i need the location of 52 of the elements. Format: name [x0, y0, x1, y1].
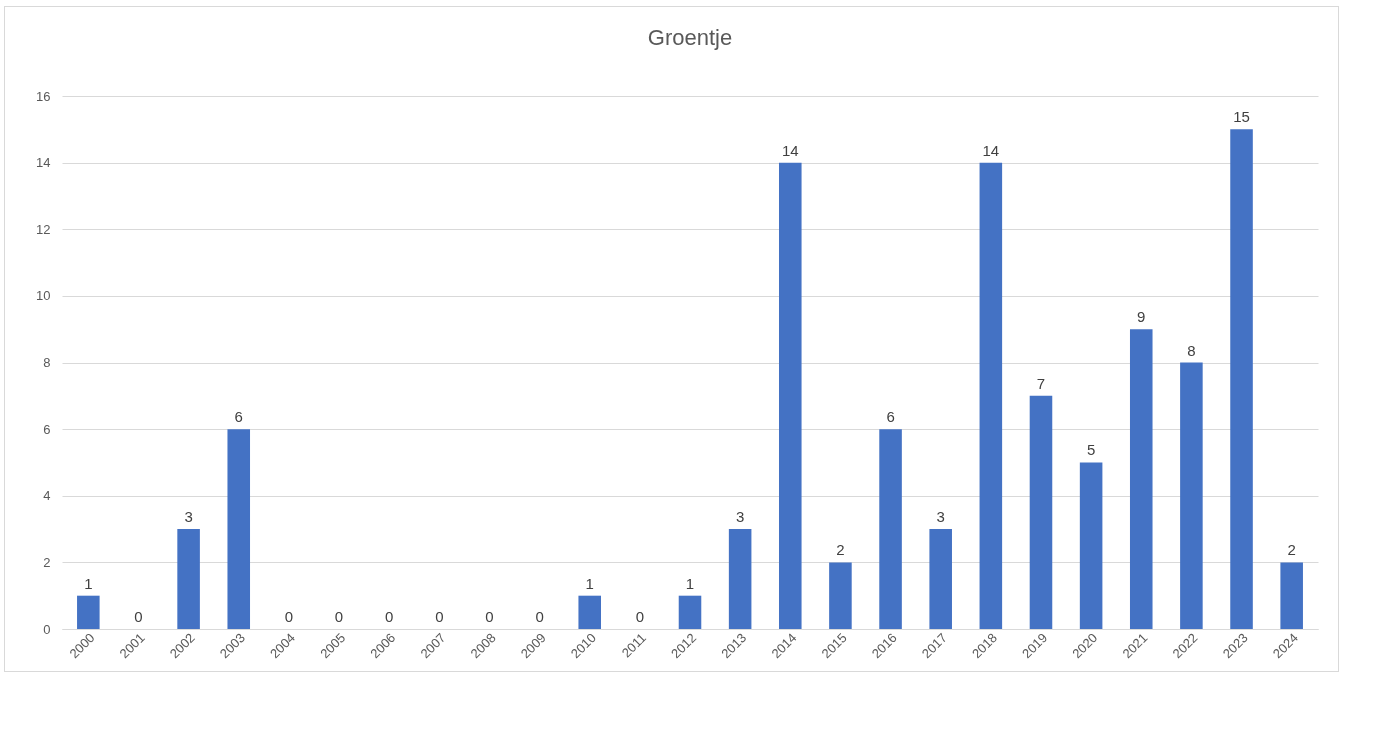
data-label: 2: [1287, 541, 1296, 559]
bar: [1079, 462, 1103, 629]
data-label: 0: [485, 608, 494, 625]
data-label: 3: [184, 508, 193, 526]
data-label: 1: [685, 574, 695, 592]
bar: [1180, 362, 1203, 629]
bar: [1129, 329, 1153, 629]
data-label: 0: [435, 608, 444, 625]
data-label: 0: [134, 608, 143, 625]
bar: [77, 595, 100, 629]
bar: [879, 429, 902, 629]
data-label: 0: [635, 608, 645, 625]
data-label: 5: [1086, 441, 1096, 459]
data-label: 15: [1233, 108, 1250, 126]
data-label: 6: [886, 408, 895, 426]
y-tick-label: 12: [36, 221, 51, 237]
y-tick-label: 16: [36, 88, 51, 104]
bar: [578, 595, 601, 629]
bar: [979, 162, 1003, 629]
data-label: 14: [982, 141, 1000, 159]
data-label: 14: [781, 141, 799, 159]
data-label: 9: [1137, 308, 1146, 326]
chart-title: Groentje: [647, 25, 733, 50]
y-tick-label: 14: [36, 155, 51, 171]
data-label: 0: [535, 608, 544, 625]
data-label: 6: [234, 408, 243, 426]
data-label: 8: [1187, 341, 1196, 359]
bar: [678, 595, 702, 629]
y-tick-label: 10: [36, 288, 51, 304]
y-tick-label: 4: [43, 488, 51, 504]
y-tick-label: 8: [43, 355, 51, 370]
data-label: 0: [284, 608, 294, 625]
y-tick-label: 0: [43, 621, 51, 637]
bar: [1029, 395, 1053, 629]
data-label: 1: [585, 574, 594, 592]
data-label: 0: [334, 608, 344, 625]
y-tick-label: 6: [43, 421, 51, 437]
bar: [779, 162, 802, 629]
bar: [227, 429, 251, 629]
data-label: 1: [84, 574, 93, 592]
bar: [1230, 129, 1253, 629]
bar: [829, 562, 852, 629]
bar: [728, 529, 752, 629]
data-label: 0: [384, 608, 394, 625]
bar: [1280, 562, 1303, 629]
bar: [929, 529, 952, 629]
data-label: 3: [936, 508, 945, 526]
bar: [177, 529, 200, 629]
data-label: 7: [1036, 374, 1046, 392]
y-tick-label: 2: [43, 554, 51, 570]
data-label: 3: [735, 508, 745, 526]
data-label: 2: [836, 541, 845, 559]
